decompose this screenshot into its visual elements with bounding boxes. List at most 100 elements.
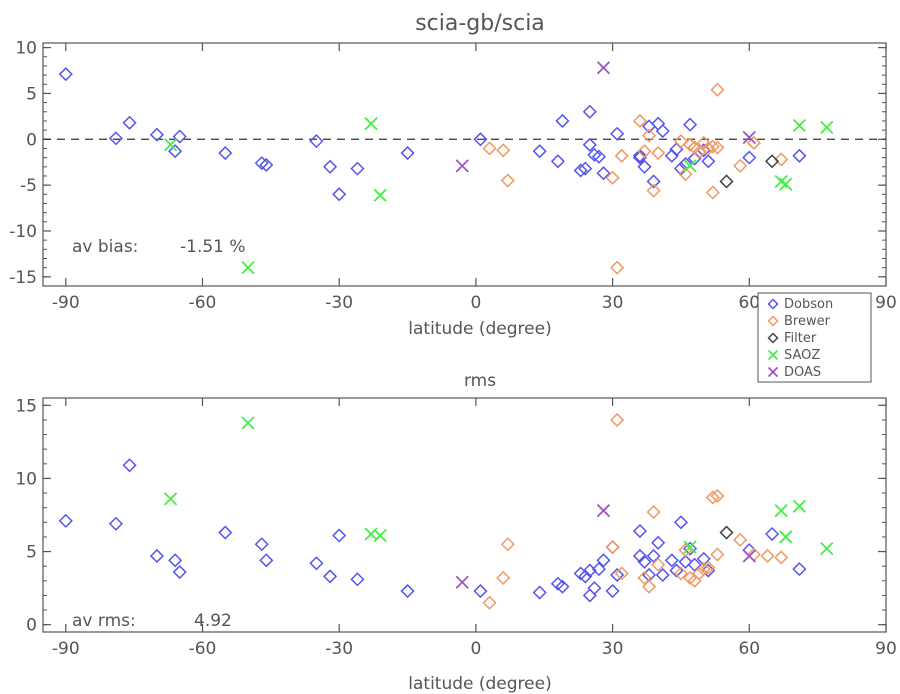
bias-point-dobson: [637, 159, 652, 174]
rms-point-doas: [742, 549, 756, 563]
rms-point-saoz: [792, 499, 807, 513]
rms-point-dobson: [664, 553, 679, 568]
bias-point-brewer: [705, 185, 720, 200]
rms-point-saoz: [163, 492, 178, 506]
rms-point-dobson: [591, 562, 606, 577]
legend-label-brewer: Brewer: [784, 314, 831, 329]
bias-point-dobson: [646, 174, 661, 189]
rms-point-brewer: [646, 505, 661, 520]
rms-annotation-label: av rms:: [72, 611, 136, 631]
rms-x-axis-label: latitude (degree): [408, 674, 551, 694]
rms-point-dobson: [122, 458, 137, 473]
bias-point-saoz: [779, 177, 793, 191]
bias-panel: scia-gb/scia latitude (degree) av bias: …: [9, 11, 897, 339]
bias-point-brewer: [651, 145, 666, 161]
rms-point-dobson: [172, 564, 187, 580]
legend-label-filter: Filter: [784, 331, 817, 346]
bias-point-saoz: [792, 118, 807, 133]
bias-point-saoz: [820, 120, 834, 134]
rms-point-doas: [455, 575, 469, 589]
bias-point-dobson: [323, 159, 338, 174]
rms-point-dobson: [701, 563, 716, 578]
rms-x-tick-label: -90: [52, 639, 80, 659]
bias-chart-title: scia-gb/scia: [415, 11, 545, 36]
bias-point-saoz: [364, 117, 378, 131]
bias-point-saoz: [683, 159, 697, 173]
legend: Dobson Brewer Filter SAOZ DOAS: [757, 292, 872, 383]
bias-y-tick-label: -10: [9, 222, 37, 242]
bias-point-brewer: [605, 170, 620, 185]
bias-annotation-value: -1.51 %: [180, 237, 246, 257]
bias-x-tick-label: 30: [602, 293, 624, 313]
rms-point-dobson: [682, 541, 698, 556]
rms-point-dobson: [587, 581, 602, 596]
bias-point-dobson: [587, 147, 602, 162]
rms-point-dobson: [254, 537, 269, 552]
rms-point-dobson: [532, 585, 547, 600]
rms-series-brewer: [482, 412, 789, 610]
bias-point-dobson: [555, 113, 570, 129]
rms-point-brewer: [760, 548, 775, 564]
bias-point-dobson: [473, 132, 488, 147]
rms-point-dobson: [673, 515, 689, 530]
rms-point-dobson: [473, 583, 488, 599]
bias-point-dobson: [632, 148, 647, 163]
rms-point-dobson: [651, 535, 666, 550]
bias-point-brewer: [678, 167, 693, 182]
bias-point-dobson: [596, 166, 611, 181]
bias-x-tick-label: 90: [875, 293, 897, 313]
rms-point-dobson: [555, 579, 570, 594]
legend-item-brewer: Brewer: [767, 314, 831, 329]
rms-y-tick-label: 10: [15, 469, 37, 489]
rms-point-dobson: [632, 548, 647, 564]
rms-point-dobson: [58, 513, 73, 528]
legend-marker-brewer: [767, 315, 779, 327]
rms-plot-frame: [42, 397, 887, 633]
rms-point-saoz: [820, 542, 834, 556]
rms-point-brewer: [705, 490, 720, 505]
bias-point-dobson: [591, 149, 606, 164]
bias-point-brewer: [482, 141, 497, 156]
rms-point-dobson: [578, 569, 593, 584]
rms-y-tick-label: 15: [15, 396, 37, 416]
bias-point-filter: [765, 154, 780, 169]
bias-y-tick-label: -5: [20, 176, 37, 196]
rms-point-saoz: [373, 528, 387, 543]
rms-point-dobson: [646, 548, 661, 564]
bias-y-tick-label: 0: [26, 130, 37, 150]
rms-point-brewer: [610, 412, 625, 427]
rms-point-saoz: [683, 540, 697, 554]
rms-point-dobson: [605, 583, 620, 599]
rms-point-dobson: [637, 554, 652, 569]
rms-x-tick-label: 0: [470, 639, 481, 659]
bias-point-dobson: [172, 129, 187, 144]
bias-point-dobson: [400, 145, 415, 161]
bias-plot-frame: [42, 42, 887, 287]
rms-point-brewer: [651, 557, 666, 572]
rms-point-brewer: [500, 537, 515, 552]
legend-marker-doas: [767, 366, 779, 378]
bias-point-dobson: [655, 123, 670, 139]
bias-point-doas: [742, 130, 756, 145]
bias-point-saoz: [241, 261, 255, 275]
bias-point-brewer: [774, 152, 789, 167]
rms-point-brewer: [774, 550, 789, 565]
bias-x-tick-label: -90: [52, 293, 80, 313]
rms-point-brewer: [692, 566, 707, 581]
bias-point-brewer: [733, 158, 748, 173]
rms-point-brewer: [605, 540, 620, 555]
bias-point-brewer: [673, 134, 689, 149]
rms-point-brewer: [696, 562, 711, 577]
rms-point-dobson: [610, 567, 625, 583]
legend-label-doas: DOAS: [784, 365, 821, 380]
rms-point-dobson: [678, 554, 693, 569]
rms-point-brewer: [637, 570, 652, 585]
bias-y-tick-label: 5: [26, 84, 37, 104]
bias-point-dobson: [742, 150, 757, 165]
rms-point-dobson: [792, 562, 807, 577]
rms-point-dobson: [108, 516, 123, 531]
bias-point-dobson: [218, 145, 233, 161]
bias-point-dobson: [582, 104, 597, 119]
rms-point-brewer: [496, 570, 511, 585]
bias-point-dobson: [332, 187, 347, 202]
